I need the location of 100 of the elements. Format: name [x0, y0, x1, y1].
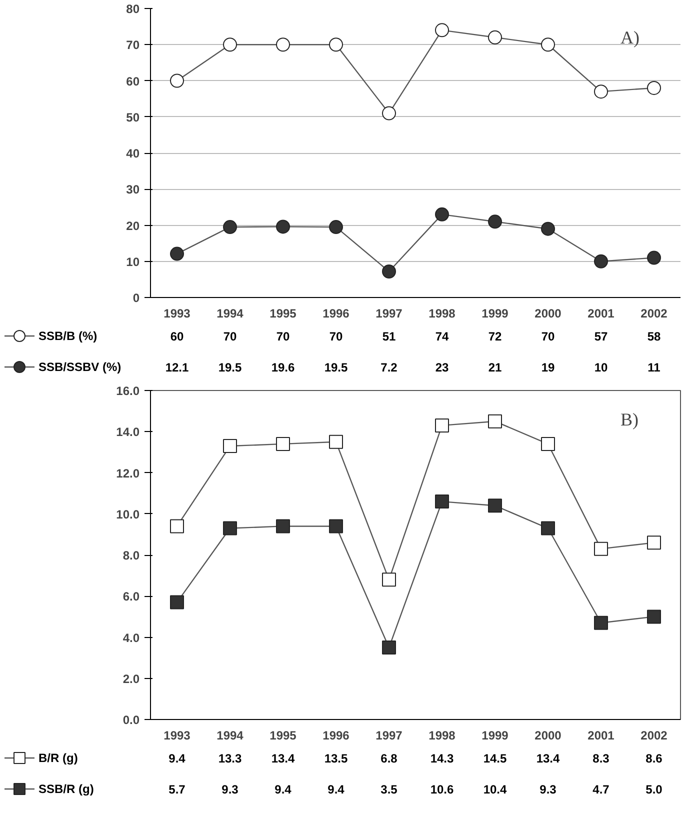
data-label: 9.4: [328, 782, 345, 796]
point: [488, 498, 502, 513]
data-label: 10.6: [430, 782, 454, 796]
data-label: 9.4: [168, 752, 186, 766]
data-label: 72: [488, 330, 502, 344]
point: [223, 439, 237, 454]
x-tick-label: 1999: [482, 728, 509, 742]
y-tick-label: 30: [126, 182, 140, 197]
data-label: 5.7: [168, 782, 186, 796]
y-tick-label: 4.0: [122, 630, 140, 645]
data-label: 60: [170, 330, 184, 344]
data-label: 12.1: [165, 360, 190, 374]
data-label: 70: [329, 330, 343, 344]
data-label: 57: [594, 330, 608, 344]
x-tick-label: 2002: [640, 306, 668, 320]
point: [594, 542, 608, 556]
x-tick-label: 1999: [482, 306, 509, 320]
point: [170, 74, 184, 88]
data-label: 5.0: [646, 782, 663, 796]
y-tick-label: 0: [132, 291, 140, 305]
y-tick-label: 20: [126, 218, 140, 233]
point: [594, 84, 608, 99]
point: [329, 220, 343, 234]
data-label: 6.8: [380, 752, 398, 766]
point: [647, 536, 661, 550]
data-label: 9.3: [540, 782, 557, 796]
point: [488, 214, 502, 229]
x-tick-label: 2000: [534, 728, 562, 742]
y-tick-label: 70: [126, 38, 140, 52]
data-label: 13.3: [218, 752, 242, 766]
x-tick-label: 1993: [164, 728, 191, 742]
point: [382, 264, 396, 278]
data-label: 58: [647, 330, 661, 344]
y-tick-label: 14.0: [116, 425, 140, 440]
y-tick-label: 0.0: [122, 713, 140, 727]
point: [276, 38, 290, 52]
point: [223, 38, 237, 52]
y-tick-label: 80: [126, 2, 140, 16]
point: [382, 572, 396, 587]
data-label: 14.3: [430, 752, 454, 766]
point: [223, 521, 237, 536]
data-label: 10: [594, 360, 608, 374]
y-tick-label: 12.0: [116, 466, 140, 480]
point: [541, 436, 555, 451]
data-label: 19.6: [271, 360, 296, 374]
data-label: 11: [648, 360, 661, 374]
y-tick-label: 8.0: [122, 548, 140, 562]
data-label: 8.6: [646, 752, 663, 766]
x-tick-label: 1995: [270, 306, 297, 320]
x-tick-label: 1995: [270, 728, 297, 742]
data-label: 7.2: [380, 360, 398, 374]
data-label: 70: [276, 330, 290, 344]
point: [329, 38, 343, 52]
y-tick-label: 16.0: [116, 384, 140, 398]
legend-label: B/R (g): [38, 751, 78, 765]
point: [488, 30, 502, 44]
point: [170, 595, 184, 610]
x-tick-label: 1996: [322, 306, 350, 320]
legend-label: SSB/R (g): [38, 782, 94, 796]
x-tick-label: 2001: [588, 306, 615, 320]
annotation: B): [620, 410, 639, 430]
point: [276, 220, 290, 234]
data-label: 23: [435, 360, 449, 374]
x-tick-label: 1997: [376, 728, 403, 742]
x-tick-label: 1994: [216, 728, 244, 742]
point: [170, 519, 184, 534]
data-label: 9.4: [274, 782, 292, 796]
point: [329, 519, 343, 534]
point: [329, 434, 343, 449]
x-tick-label: 2000: [534, 306, 562, 320]
data-label: 74: [435, 330, 449, 344]
x-tick-label: 2001: [588, 728, 615, 742]
data-label: 9.3: [222, 782, 239, 796]
y-tick-label: 50: [126, 110, 140, 124]
data-label: 13.5: [324, 752, 348, 766]
data-label: 4.7: [592, 782, 610, 796]
data-label: 70: [541, 330, 555, 344]
legend-label: SSB/SSBV (%): [38, 360, 122, 374]
point: [541, 222, 555, 236]
data-label: 70: [223, 330, 237, 344]
data-label: 21: [488, 360, 502, 374]
point: [541, 38, 555, 52]
data-label: 51: [382, 330, 396, 344]
y-tick-label: 40: [126, 146, 140, 160]
point: [382, 106, 396, 120]
data-label: 3.5: [380, 782, 398, 796]
x-tick-label: 1996: [322, 728, 350, 742]
y-tick-label: 60: [126, 74, 140, 88]
point: [382, 640, 396, 655]
y-tick-label: 10.0: [116, 507, 140, 522]
point: [541, 521, 555, 536]
point: [435, 207, 449, 222]
point: [647, 250, 661, 265]
point: [435, 23, 449, 38]
x-tick-label: 1993: [164, 306, 191, 320]
x-tick-label: 1998: [428, 306, 456, 320]
point: [276, 436, 290, 451]
x-tick-label: 1994: [216, 306, 244, 320]
data-label: 13.4: [271, 752, 296, 766]
data-label: 14.5: [483, 752, 508, 766]
